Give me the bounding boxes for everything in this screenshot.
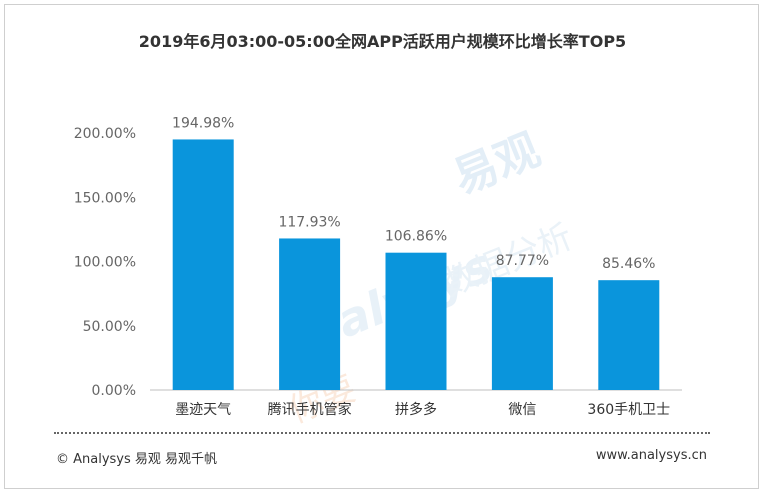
data-label: 117.93% bbox=[278, 214, 340, 230]
bar bbox=[598, 280, 660, 390]
category-label: 360手机卫士 bbox=[587, 402, 670, 418]
footer-divider bbox=[54, 432, 710, 434]
category-label: 墨迹天气 bbox=[175, 402, 231, 418]
y-axis-tick-labels: 0.00% 50.00% 100.00% 150.00% 200.00% bbox=[74, 126, 136, 399]
bar bbox=[491, 277, 553, 390]
svg-text:易观: 易观 bbox=[446, 124, 547, 204]
y-tick-label: 200.00% bbox=[74, 126, 136, 142]
chart-title: 2019年6月03:00-05:00全网APP活跃用户规模环比增长率TOP5 bbox=[138, 32, 627, 51]
bar bbox=[279, 238, 341, 390]
y-tick-label: 150.00% bbox=[74, 190, 136, 206]
data-labels: 194.98% 117.93% 106.86% 87.77% 85.46% bbox=[172, 115, 655, 272]
bars bbox=[172, 139, 660, 390]
footer-copyright: © Analysys 易观 易观千帆 bbox=[56, 452, 218, 467]
data-label: 87.77% bbox=[496, 253, 549, 269]
bar bbox=[385, 252, 447, 390]
y-tick-label: 100.00% bbox=[74, 255, 136, 271]
y-tick-label: 50.00% bbox=[83, 319, 136, 335]
category-label: 拼多多 bbox=[395, 401, 437, 418]
y-tick-label: 0.00% bbox=[92, 383, 136, 399]
footer-url[interactable]: www.analysys.cn bbox=[595, 448, 707, 463]
data-label: 194.98% bbox=[172, 115, 234, 131]
chart-frame bbox=[4, 4, 759, 489]
category-label: 微信 bbox=[508, 402, 536, 418]
data-label: 106.86% bbox=[385, 229, 447, 245]
bar bbox=[172, 139, 234, 390]
category-label: 腾讯手机管家 bbox=[268, 401, 352, 418]
category-labels: 墨迹天气 腾讯手机管家 拼多多 微信 360手机卫士 bbox=[175, 401, 670, 418]
data-label: 85.46% bbox=[602, 256, 655, 272]
